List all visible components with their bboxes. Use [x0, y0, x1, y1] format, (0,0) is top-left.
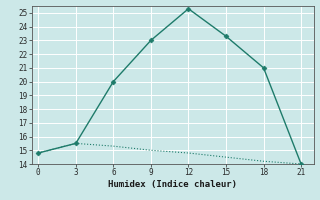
X-axis label: Humidex (Indice chaleur): Humidex (Indice chaleur) — [108, 180, 237, 189]
